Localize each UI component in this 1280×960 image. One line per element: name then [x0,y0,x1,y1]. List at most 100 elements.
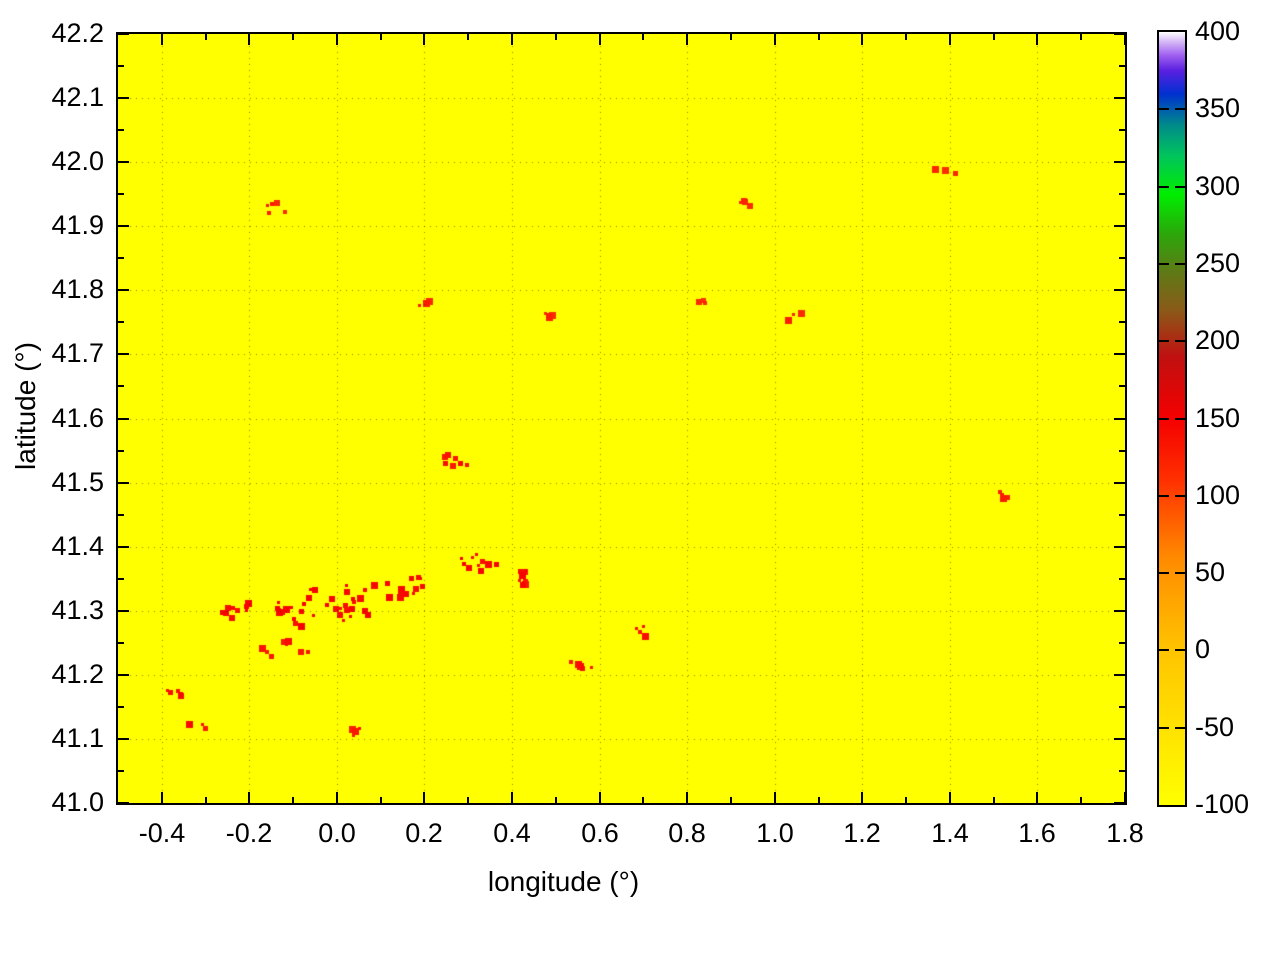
y-minor-tick [116,770,124,772]
x-tick-mark [248,792,250,805]
y-tick-mark [116,418,129,420]
x-tick-mark [599,32,601,45]
y-minor-tick [116,706,124,708]
colorbar-tick-mark [1159,263,1169,265]
colorbar-tick-label: 50 [1195,557,1226,587]
y-minor-tick [1119,450,1127,452]
x-tick-mark [1036,792,1038,805]
colorbar-tick-mark [1159,649,1169,651]
colorbar-tick-mark [1159,340,1169,342]
x-minor-tick [380,32,382,40]
y-tick-mark [1114,610,1127,612]
x-tick-mark [949,32,951,45]
x-axis-title: longitude (°) [487,866,640,897]
y-tick-label: 41.8 [51,274,104,304]
colorbar-tick-label: 350 [1195,93,1241,123]
colorbar-tick-label: -100 [1195,789,1250,819]
colorbar-tick-label: 250 [1195,248,1241,278]
x-tick-label: -0.4 [138,818,186,848]
y-tick-mark [116,225,129,227]
y-minor-tick [116,193,124,195]
y-tick-label: 41.4 [51,531,104,561]
y-tick-mark [116,610,129,612]
y-minor-tick [1119,578,1127,580]
x-tick-mark [774,792,776,805]
y-tick-mark [1114,225,1127,227]
y-tick-mark [1114,674,1127,676]
x-tick-label: -0.2 [225,818,273,848]
colorbar-tick-mark [1175,572,1185,574]
y-minor-tick [116,450,124,452]
x-tick-mark [861,32,863,45]
y-minor-tick [116,578,124,580]
y-minor-tick [116,385,124,387]
y-minor-tick [1119,514,1127,516]
x-tick-label: 0.0 [318,818,356,848]
y-minor-tick [1119,65,1127,67]
x-minor-tick [818,797,820,805]
y-minor-tick [1119,642,1127,644]
colorbar-tick-mark [1159,108,1169,110]
x-minor-tick [642,797,644,805]
x-minor-tick [1080,32,1082,40]
y-minor-tick [1119,385,1127,387]
colorbar-tick-mark [1175,340,1185,342]
x-minor-tick [205,32,207,40]
x-tick-mark [1124,792,1126,805]
y-tick-mark [1114,546,1127,548]
colorbar-tick-mark [1159,495,1169,497]
x-minor-tick [292,797,294,805]
x-tick-mark [423,792,425,805]
latent-heat-flux-field [118,34,1125,803]
colorbar-tick-mark [1175,263,1185,265]
y-tick-mark [1114,353,1127,355]
colorbar-tick-label: 100 [1195,480,1241,510]
x-tick-mark [949,792,951,805]
x-tick-label: 1.6 [1018,818,1056,848]
y-tick-mark [1114,33,1127,35]
x-minor-tick [993,32,995,40]
x-minor-tick [905,797,907,805]
x-tick-label: 1.0 [756,818,794,848]
y-minor-tick [116,129,124,131]
x-minor-tick [730,32,732,40]
x-minor-tick [555,32,557,40]
y-tick-label: 41.5 [51,467,104,497]
y-tick-mark [116,353,129,355]
x-minor-tick [905,32,907,40]
colorbar-tick-mark [1159,727,1169,729]
x-minor-tick [467,797,469,805]
y-tick-label: 41.6 [51,403,104,433]
y-minor-tick [116,514,124,516]
x-tick-mark [1124,32,1126,45]
y-tick-mark [116,546,129,548]
x-tick-mark [774,32,776,45]
y-tick-mark [1114,97,1127,99]
x-tick-mark [336,32,338,45]
y-tick-label: 41.1 [51,723,104,753]
y-minor-tick [1119,193,1127,195]
x-tick-mark [248,32,250,45]
x-minor-tick [818,32,820,40]
y-minor-tick [1119,129,1127,131]
x-minor-tick [555,797,557,805]
x-tick-mark [161,792,163,805]
x-minor-tick [467,32,469,40]
x-tick-label: 1.8 [1106,818,1144,848]
x-tick-label: 0.8 [668,818,706,848]
colorbar-tick-mark [1175,108,1185,110]
y-tick-mark [1114,482,1127,484]
colorbar-tick-label: 0 [1195,634,1211,664]
y-tick-mark [1114,738,1127,740]
colorbar-tick-label: 400 [1195,16,1241,46]
y-tick-mark [1114,161,1127,163]
x-tick-mark [161,32,163,45]
x-tick-mark [511,32,513,45]
y-tick-label: 41.0 [51,787,104,817]
y-minor-tick [116,321,124,323]
colorbar-tick-mark [1175,649,1185,651]
y-tick-mark [1114,418,1127,420]
x-tick-label: 0.4 [493,818,531,848]
